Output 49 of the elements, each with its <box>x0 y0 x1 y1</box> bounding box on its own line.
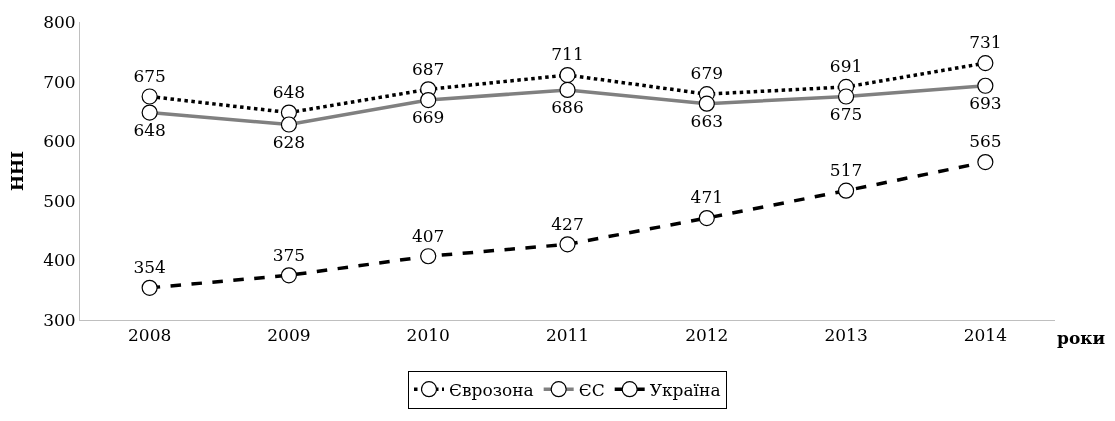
data-label: 407 <box>411 225 445 246</box>
point <box>837 182 855 199</box>
x-tick-label: 2008 <box>128 325 172 346</box>
x-tick-label: 2013 <box>824 325 868 346</box>
point <box>280 267 298 284</box>
x-tick-label: 2012 <box>685 325 729 346</box>
data-label: 648 <box>133 119 166 140</box>
point <box>559 66 576 84</box>
point <box>977 55 994 72</box>
data-label: 731 <box>969 32 1002 53</box>
point <box>141 88 158 105</box>
legend-label: Україна <box>649 379 721 400</box>
point <box>141 279 158 296</box>
point <box>977 153 994 171</box>
x-tick-label: 2011 <box>545 325 590 346</box>
data-label: 427 <box>551 213 584 234</box>
data-label: 628 <box>272 131 306 152</box>
data-label: 687 <box>411 58 445 79</box>
data-label: 565 <box>969 131 1002 152</box>
y-tick-label: 500 <box>43 190 76 211</box>
point <box>698 209 715 227</box>
data-label: 675 <box>829 103 863 124</box>
y-tick-label: 700 <box>43 71 76 92</box>
data-label: 691 <box>829 56 863 77</box>
point <box>559 236 576 253</box>
data-label: 669 <box>411 107 445 128</box>
data-label: 711 <box>551 44 584 65</box>
data-label: 354 <box>133 257 166 278</box>
data-label: 375 <box>272 244 306 265</box>
legend-label: Єврозона <box>449 379 534 400</box>
data-label: 675 <box>133 65 166 86</box>
x-axis-title: роки <box>1057 328 1106 348</box>
point <box>420 248 437 265</box>
x-tick-label: 2010 <box>406 325 450 346</box>
y-axis-title: HHI <box>6 150 27 192</box>
y-tick-label: 600 <box>43 131 76 152</box>
data-label: 471 <box>690 187 724 208</box>
data-label: 679 <box>690 63 724 84</box>
data-label: 517 <box>829 160 863 181</box>
x-tick-label: 2009 <box>267 325 311 346</box>
x-tick-label: 2014 <box>963 325 1007 346</box>
data-label: 648 <box>272 81 306 102</box>
data-label: 663 <box>690 110 724 131</box>
y-tick-label: 800 <box>43 11 76 32</box>
y-tick-label: 400 <box>43 250 76 271</box>
y-tick-label: 300 <box>43 309 76 330</box>
data-label: 686 <box>551 97 584 118</box>
legend-label: ЄС <box>578 379 605 400</box>
data-label: 693 <box>969 92 1002 113</box>
